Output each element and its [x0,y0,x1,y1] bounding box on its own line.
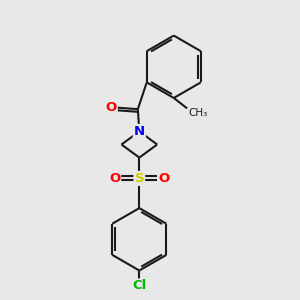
Text: CH₃: CH₃ [189,108,208,118]
Text: O: O [106,101,117,114]
Text: O: O [158,172,169,185]
Text: O: O [109,172,120,185]
Text: S: S [134,172,144,185]
Text: Cl: Cl [132,280,146,292]
Text: N: N [134,125,145,138]
